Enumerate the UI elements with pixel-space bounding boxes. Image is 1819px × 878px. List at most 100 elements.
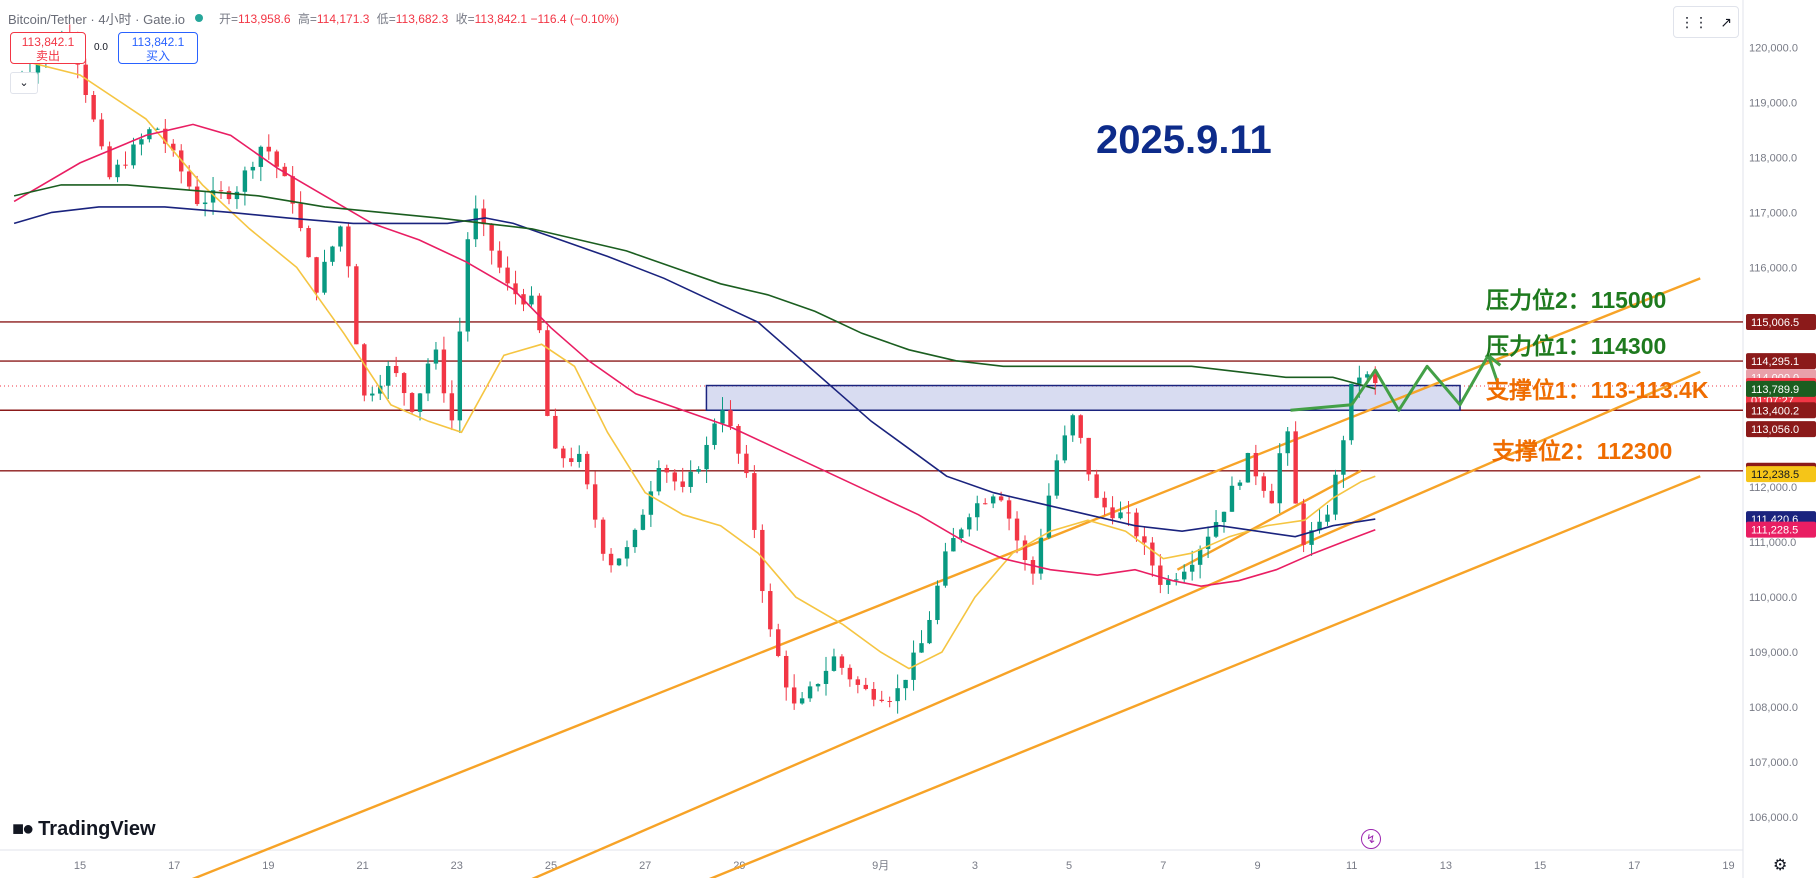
- candle-body: [497, 250, 502, 268]
- candle-body: [362, 344, 367, 396]
- y-tick-label: 120,000.0: [1749, 42, 1798, 54]
- candle-body: [314, 257, 319, 293]
- tradingview-logo[interactable]: ■● TradingView: [12, 818, 156, 841]
- candle-body: [1038, 537, 1044, 574]
- candle-body: [561, 448, 566, 459]
- candle-body: [171, 143, 176, 151]
- candle-body: [218, 190, 224, 192]
- x-tick-label: 3: [972, 860, 978, 872]
- price-tag: [1746, 466, 1816, 483]
- candle-body: [927, 619, 932, 644]
- x-tick-label: 7: [1160, 860, 1166, 872]
- candle-body: [990, 496, 996, 504]
- candle-body: [545, 330, 550, 416]
- moving-average-line: [13, 123, 1376, 588]
- buy-button[interactable]: 113,842.1 买入: [118, 32, 198, 64]
- candle-body: [760, 529, 765, 592]
- chevron-down-icon[interactable]: ⌄: [10, 72, 38, 94]
- trend-arrow-icon[interactable]: ↗: [1720, 13, 1732, 30]
- indicator-drag-icon[interactable]: ⋮⋮: [1680, 13, 1709, 30]
- candle-body: [728, 410, 733, 426]
- x-tick-label: 17: [168, 860, 180, 872]
- candle-body: [1150, 542, 1155, 566]
- price-tag: [1746, 380, 1816, 397]
- chart-title: 2025.9.11: [1096, 118, 1272, 162]
- sell-button[interactable]: 113,842.1 卖出: [10, 32, 86, 64]
- candle-body: [1158, 565, 1163, 585]
- candle-body: [1269, 490, 1274, 504]
- projection-arrowhead: [1484, 353, 1502, 367]
- candle-body: [1317, 521, 1322, 531]
- candle-body: [1070, 415, 1075, 436]
- candle-body: [330, 246, 335, 262]
- candle-body: [1046, 495, 1052, 538]
- candle-body: [250, 166, 256, 171]
- candle-body: [744, 453, 749, 474]
- candle-body: [600, 519, 606, 554]
- lightning-icon[interactable]: ↯: [1361, 829, 1381, 849]
- moving-average-line: [13, 206, 1376, 538]
- candle-body: [1325, 514, 1330, 522]
- gear-icon[interactable]: ⚙: [1773, 857, 1788, 874]
- candle-body: [1245, 452, 1251, 483]
- buy-price: 113,842.1: [131, 35, 185, 49]
- y-tick-label: 111,000.0: [1749, 537, 1796, 549]
- resistance2-label: 压力位2：115000: [1486, 287, 1667, 313]
- candle-body: [1365, 374, 1370, 378]
- candle-body: [1277, 453, 1282, 504]
- candle-body: [895, 688, 900, 702]
- candle-body: [1197, 548, 1203, 565]
- candle-body: [1357, 377, 1362, 384]
- x-tick-label: 23: [451, 860, 463, 872]
- candle-body: [903, 679, 908, 689]
- tradingview-mark-icon: ■●: [12, 818, 34, 840]
- resistance1-label: 压力位1：114300: [1486, 333, 1667, 359]
- candle-body: [1333, 474, 1338, 515]
- candle-body: [537, 295, 542, 331]
- candle-body: [274, 151, 279, 167]
- candle-body: [1174, 579, 1179, 581]
- high-label: 高=: [297, 11, 317, 26]
- x-tick-label: 19: [1722, 860, 1734, 872]
- symbol-title[interactable]: Bitcoin/Tether · 4小时 · Gate.io: [8, 11, 186, 27]
- open-label: 开=: [219, 11, 239, 26]
- logo-text: TradingView: [38, 818, 156, 840]
- candle-body: [1086, 437, 1091, 475]
- x-tick-label: 5: [1066, 860, 1072, 872]
- candle-body: [409, 393, 415, 412]
- candle-body: [163, 128, 168, 144]
- candle-body: [791, 687, 797, 704]
- candle-body: [1293, 431, 1298, 504]
- candle-body: [202, 202, 208, 205]
- candle-body: [696, 469, 701, 472]
- candle-body: [393, 365, 399, 374]
- candle-body: [473, 208, 478, 240]
- candle-body: [1142, 536, 1147, 543]
- candle-body: [720, 410, 725, 424]
- candle-body: [1213, 522, 1219, 537]
- candle-body: [1229, 485, 1235, 512]
- y-tick-label: 112,000.0: [1749, 482, 1797, 494]
- price-tag-label: 111,228.5: [1751, 525, 1798, 537]
- candle-body: [998, 496, 1004, 501]
- candle-body: [783, 655, 789, 688]
- price-tag-label: 112,238.5: [1751, 469, 1799, 481]
- moving-average-line: [13, 184, 1376, 390]
- y-tick-label: 116,000.0: [1749, 262, 1797, 274]
- candle-body: [385, 365, 391, 386]
- price-tag-label: 113,789.9: [1751, 384, 1799, 396]
- candle-body: [210, 190, 216, 203]
- change-value: −116.4 (−0.10%): [530, 11, 619, 26]
- candle-body: [123, 164, 128, 166]
- price-tag: [1746, 313, 1816, 330]
- low-label: 低=: [376, 11, 396, 26]
- candle-body: [672, 472, 677, 482]
- candle-body: [1309, 530, 1314, 545]
- candle-body: [186, 171, 192, 187]
- candle-body: [346, 226, 351, 267]
- candle-body: [935, 585, 940, 620]
- sell-label: 卖出: [35, 49, 60, 63]
- candle-body: [234, 191, 240, 200]
- candle-body: [1110, 507, 1115, 519]
